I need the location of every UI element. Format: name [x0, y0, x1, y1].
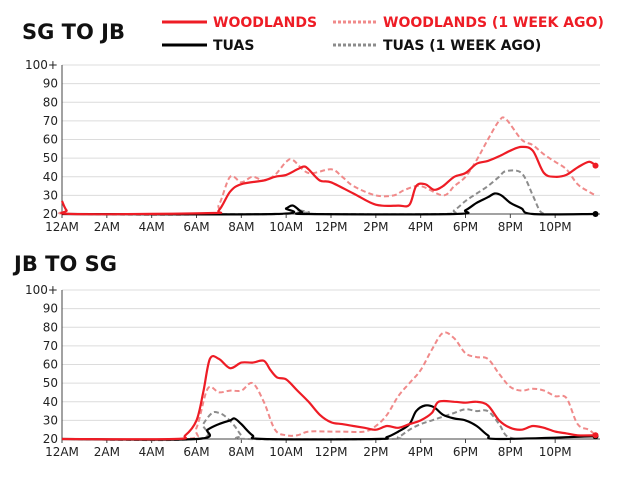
y-tick-label: 70 — [43, 339, 58, 353]
series-line-tuas — [61, 192, 596, 216]
y-tick-label: 90 — [43, 302, 58, 316]
y-tick-label: 70 — [43, 114, 58, 128]
y-tick-label: 80 — [43, 95, 58, 109]
x-tick-label: 6PM — [453, 445, 478, 459]
x-tick-label: 4PM — [408, 220, 433, 234]
legend-label-woodlands: WOODLANDS — [213, 15, 317, 31]
x-tick-label: 8AM — [228, 220, 254, 234]
y-tick-label: 40 — [43, 395, 58, 409]
x-tick-label: 10PM — [539, 220, 572, 234]
panel-title-sg-to-jb: SG TO JB — [22, 20, 125, 44]
y-tick-label: 50 — [43, 376, 58, 390]
series-line-woodlands — [61, 354, 596, 441]
legend-label-woodlands-week-ago: WOODLANDS (1 WEEK AGO) — [383, 15, 604, 31]
x-tick-label: 4PM — [408, 445, 433, 459]
y-tick-label: 80 — [43, 320, 58, 334]
x-tick-label: 6AM — [183, 220, 209, 234]
x-tick-label: 12PM — [315, 445, 348, 459]
series-line-woodlands — [60, 145, 597, 216]
x-tick-label: 4AM — [139, 445, 165, 459]
x-tick-label: 4AM — [139, 220, 165, 234]
x-tick-label: 2AM — [94, 445, 120, 459]
x-tick-label: 2PM — [363, 220, 388, 234]
series-line-woodlands-1-week-ago — [58, 116, 596, 216]
y-tick-label: 60 — [43, 133, 58, 147]
plot-sg-to-jb: 20 30 40 50 60 70 80 90 100+ 12AM 2AM 4AM 6AM 8AM 10AM… — [25, 58, 600, 234]
x-tick-label: 10PM — [539, 445, 572, 459]
y-tick-label: 30 — [43, 188, 58, 202]
y-tick-label: 60 — [43, 358, 58, 372]
series-end-marker — [592, 162, 599, 169]
x-tick-label: 2PM — [363, 445, 388, 459]
series-line-tuas — [61, 404, 596, 441]
series-line-woodlands-1-week-ago — [61, 331, 597, 441]
x-tick-label: 12PM — [315, 220, 348, 234]
y-tick-label: 30 — [43, 413, 58, 427]
y-tick-label: 50 — [43, 151, 58, 165]
panel-title-jb-to-sg: JB TO SG — [12, 252, 117, 276]
x-tick-label: 6PM — [453, 220, 478, 234]
x-tick-label: 12AM — [45, 445, 79, 459]
x-tick-label: 8PM — [498, 445, 523, 459]
x-tick-label: 6AM — [183, 445, 209, 459]
series-line-tuas-1-week-ago — [61, 408, 516, 442]
series-end-marker — [592, 211, 599, 217]
x-tick-label: 8PM — [498, 220, 523, 234]
x-tick-label: 10AM — [269, 445, 303, 459]
x-tick-label: 2AM — [94, 220, 120, 234]
y-tick-label: 100+ — [25, 283, 58, 297]
legend: WOODLANDS WOODLANDS (1 WEEK AGO) TUAS TU… — [162, 15, 604, 54]
plot-jb-to-sg: 20 30 40 50 60 70 80 90 100+ 12AM 2AM 4AM 6AM 8AM 10AM… — [25, 283, 600, 459]
y-tick-label: 40 — [43, 170, 58, 184]
series-end-marker — [592, 432, 599, 439]
legend-label-tuas-week-ago: TUAS (1 WEEK AGO) — [383, 38, 541, 54]
legend-label-tuas: TUAS — [213, 38, 254, 54]
y-tick-label: 90 — [43, 77, 58, 91]
x-tick-label: 10AM — [269, 220, 303, 234]
y-tick-label: 20 — [43, 432, 58, 446]
y-tick-label: 20 — [43, 207, 58, 221]
series-line-tuas-1-week-ago — [61, 169, 545, 216]
y-tick-label: 100+ — [25, 58, 58, 72]
x-tick-label: 12AM — [45, 220, 79, 234]
x-tick-label: 8AM — [228, 445, 254, 459]
